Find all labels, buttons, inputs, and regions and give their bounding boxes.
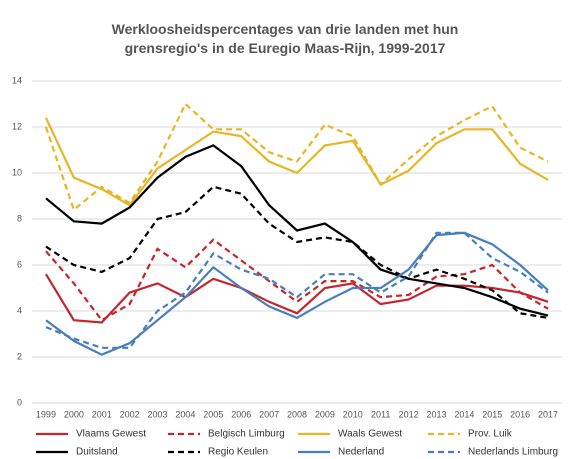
legend-label: Waals Gewest [338,429,402,440]
series-line [45,231,549,356]
y-tick-label: 6 [17,259,22,269]
y-tick-label: 8 [17,213,22,223]
series-line [45,144,549,317]
x-tick-label: 2001 [92,409,112,419]
y-tick-label: 10 [12,167,22,177]
x-tick-label: 2007 [259,409,279,419]
x-tick-label: 2016 [510,409,530,419]
x-tick-label: 2000 [64,409,84,419]
x-tick-label: 2015 [482,409,502,419]
legend-label: Nederlands Limburg [468,447,558,458]
y-tick-label: 12 [12,121,22,131]
x-tick-label: 2003 [148,409,168,419]
x-tick-label: 1999 [36,409,56,419]
legend-label: Regio Keulen [208,447,268,458]
x-tick-label: 2012 [399,409,419,419]
chart-title: Werkloosheidspercentages van drie landen… [111,21,459,56]
series-line [45,185,549,319]
y-tick-label: 0 [17,397,22,407]
legend-label: Nederland [338,447,384,458]
x-tick-label: 2009 [315,409,335,419]
legend-label: Belgisch Limburg [208,429,285,440]
x-tick-label: 2004 [175,409,195,419]
legend-label: Vlaams Gewest [76,429,146,440]
series-line [45,273,549,324]
y-tick-label: 2 [17,351,22,361]
series-line [44,117,549,207]
y-tick-label: 4 [17,305,22,315]
x-tick-label: 2017 [538,409,558,419]
x-tick-label: 2008 [287,409,307,419]
x-tick-label: 2005 [203,409,223,419]
legend-label: Prov. Luik [468,429,513,440]
legend-label: Duitsland [76,447,118,458]
x-tick-label: 2014 [454,409,474,419]
x-tick-label: 2002 [120,409,140,419]
x-tick-label: 2013 [426,409,446,419]
series-line [45,238,549,322]
x-tick-label: 2011 [371,409,390,419]
series-line [45,231,549,349]
y-tick-label: 14 [12,75,22,85]
x-tick-label: 2006 [231,409,251,419]
series-line [44,102,549,212]
x-tick-label: 2010 [343,409,363,419]
